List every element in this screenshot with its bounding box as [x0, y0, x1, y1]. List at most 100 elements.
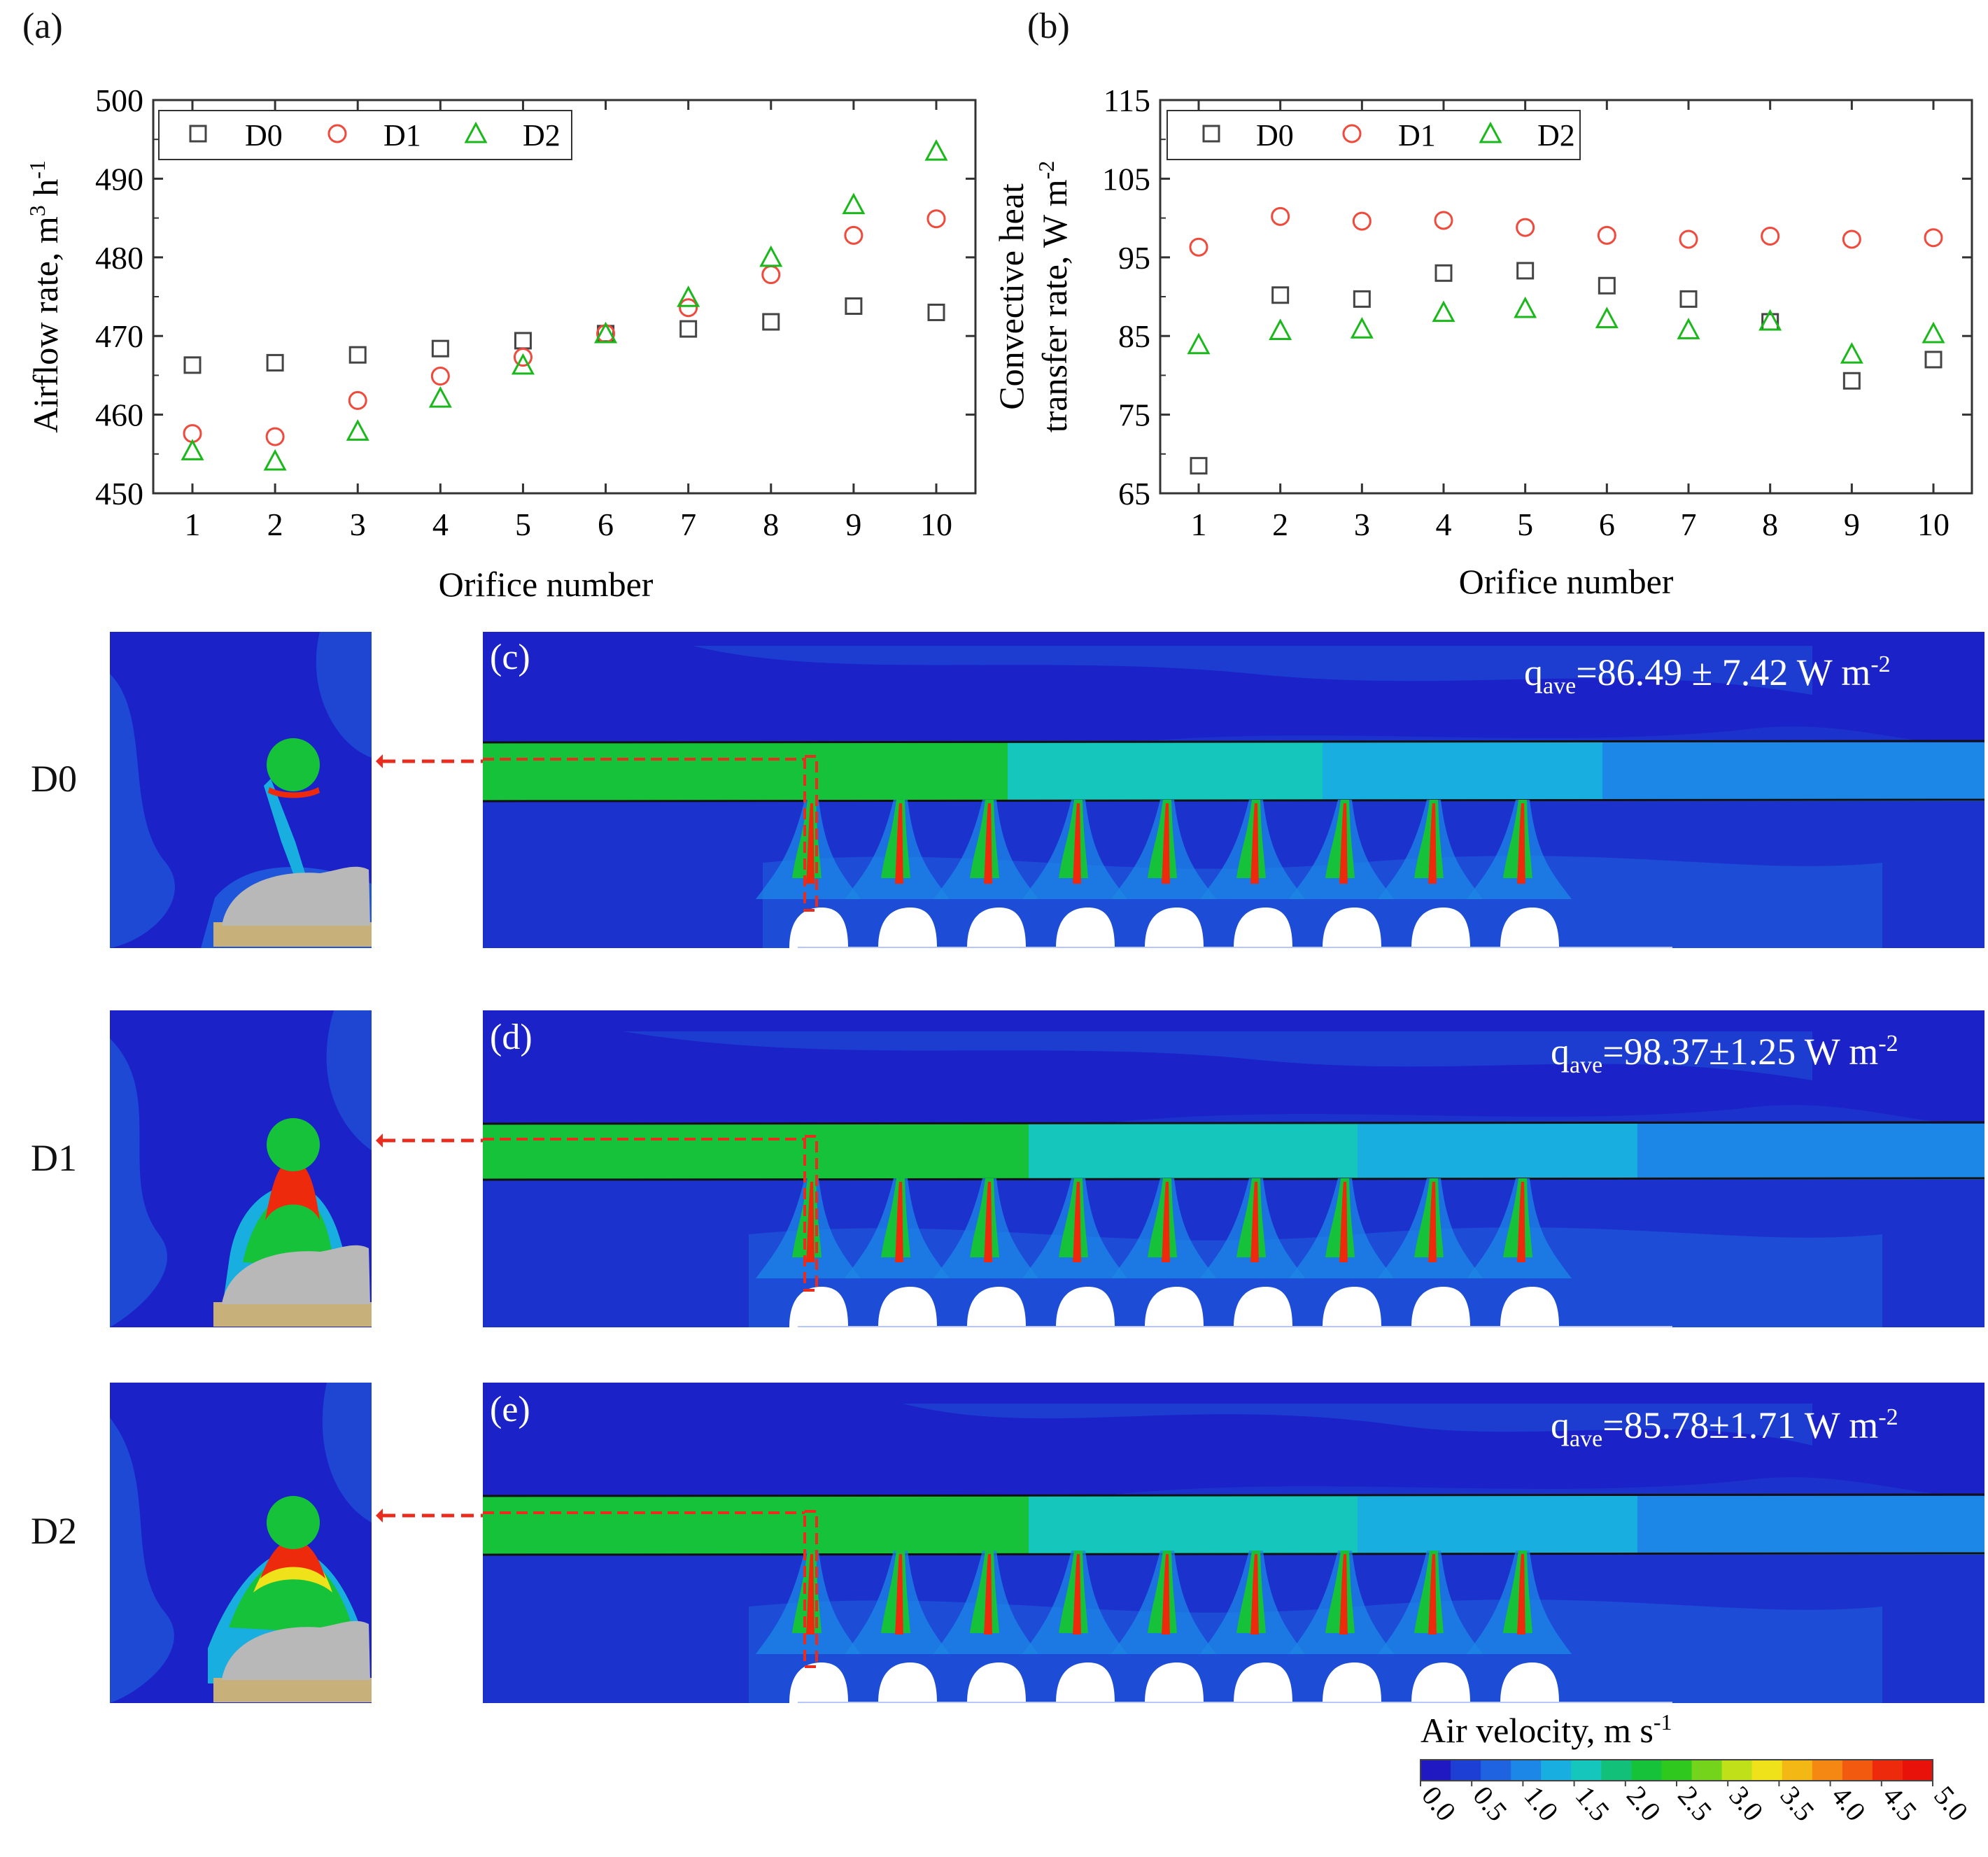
inset-d1-contour	[110, 1010, 372, 1327]
cow-cross-section	[1234, 1287, 1292, 1327]
chart-b-legend-box	[1166, 110, 1581, 160]
jet-core	[1059, 1551, 1088, 1633]
chart-a-x-axis-label: Orifice number	[439, 565, 654, 604]
cow-cross-section	[1145, 908, 1204, 948]
colorbar-tick-label: 0.5	[1467, 1780, 1514, 1827]
chart-a-legend: D0 D1 D2	[158, 110, 572, 160]
q-average-c: qave=86.49 ± 7.42 W m-2	[1524, 651, 1891, 699]
chartB-xtick-label: 1	[1191, 507, 1207, 542]
chartB-xtick-label: 9	[1844, 507, 1860, 542]
chartA-ytick-label: 470	[95, 318, 143, 354]
jet-core	[970, 1551, 999, 1633]
chartA-xtick-label: 4	[432, 507, 449, 542]
chartB-point-d2	[1432, 300, 1455, 323]
chartA-xtick-label: 3	[350, 507, 366, 542]
jet-core	[1236, 1178, 1266, 1257]
cow-cross-section	[1323, 1287, 1381, 1327]
chart-b-legend: D0 D1 D2	[1166, 110, 1581, 160]
chart-a-legend-d1-label: D1	[383, 118, 421, 153]
chartB-point-d0	[1353, 290, 1371, 308]
chart-b-legend-d1-marker	[1342, 124, 1362, 143]
jet-core	[1414, 800, 1444, 878]
cow-cross-section	[789, 1287, 848, 1327]
arrow-d1	[376, 1134, 483, 1148]
chartB-ytick-label: 65	[1118, 476, 1150, 511]
jet-core	[1503, 800, 1532, 878]
chartA-point-d1	[265, 427, 285, 446]
colorbar-swatch	[1420, 1760, 1451, 1781]
chart-b-x-axis-label: Orifice number	[1459, 562, 1674, 601]
jet-peak	[1162, 1182, 1170, 1262]
chartB-ytick-label: 105	[1102, 161, 1150, 197]
chart-a-x-ticks: 1 2 3 4 5 6 7 8 9 10	[185, 100, 952, 542]
cow-cross-section	[1056, 908, 1115, 948]
jet-peak	[1339, 1554, 1348, 1634]
cow-cross-section	[1411, 908, 1470, 948]
colorbar-swatch	[1511, 1760, 1542, 1781]
jet-core	[1148, 1178, 1177, 1257]
q-average-d: qave=98.37±1.25 W m-2	[1551, 1031, 1898, 1078]
chartA-point-d1	[926, 209, 946, 229]
colorbar-tick-label: 1.0	[1518, 1780, 1565, 1827]
chartA-point-d0	[762, 313, 780, 331]
colorbar-tick-label: 5.0	[1928, 1780, 1975, 1827]
jet-peak	[1162, 1554, 1170, 1634]
chartA-point-d0	[845, 297, 863, 315]
chartA-point-d2	[511, 353, 535, 375]
simulation-panel-e	[483, 1383, 1985, 1703]
chartA-point-d1	[348, 390, 367, 410]
colorbar-swatch	[1721, 1760, 1753, 1781]
chartB-point-d2	[1677, 318, 1700, 339]
jet-peak	[1162, 803, 1170, 884]
chartA-ytick-label: 450	[95, 476, 143, 511]
jet-peak	[895, 803, 903, 884]
chartA-point-d1	[679, 298, 698, 318]
chart-b-legend-d2-label: D2	[1537, 118, 1575, 153]
jet-peak	[1428, 1554, 1437, 1634]
chart-a-airflow-rate: 450 460 470 480 490 500 1 2 3 4 5 6 7 8 9 10 Orifice n…	[24, 83, 977, 604]
chartA-point-d2	[677, 285, 700, 307]
jet-peak	[1428, 1182, 1437, 1262]
jet-core	[881, 1178, 910, 1257]
colorbar-tick-label: 0.0	[1416, 1780, 1462, 1827]
cow-cross-section	[878, 908, 937, 948]
cow-cross-section	[789, 908, 848, 948]
chartB-point-d1	[1924, 228, 1943, 248]
chartB-point-d0	[1598, 276, 1616, 295]
cow-cross-section	[967, 1662, 1026, 1703]
chartA-point-d0	[431, 339, 449, 358]
chartB-point-d2	[1269, 318, 1292, 340]
cow-cross-section	[1145, 1287, 1204, 1327]
chartB-point-d0	[1924, 351, 1943, 369]
chartB-point-d1	[1271, 206, 1290, 226]
chart-b-y-ticks: 65 75 85 95 105 115	[1102, 83, 1972, 511]
cow-cross-section	[967, 1287, 1026, 1327]
chartB-point-d2	[1514, 296, 1537, 318]
chart-b-points	[1187, 206, 1945, 475]
jet-core	[792, 1551, 822, 1633]
chartA-ytick-label: 500	[95, 83, 143, 118]
chartB-xtick-label: 8	[1762, 507, 1778, 542]
chartA-xtick-label: 10	[920, 507, 952, 542]
chartA-xtick-label: 9	[845, 507, 861, 542]
colorbar-swatch	[1842, 1760, 1873, 1781]
colorbar-tick-label: 2.5	[1672, 1780, 1719, 1827]
jet-peak	[1073, 1182, 1081, 1262]
jet-peak	[1073, 1554, 1081, 1634]
colorbar-tick-label: 2.0	[1621, 1780, 1668, 1827]
colorbar-tick-label: 4.5	[1877, 1780, 1924, 1827]
colorbar-swatch	[1601, 1760, 1632, 1781]
chart-a-legend-d0-marker	[189, 125, 207, 143]
chartB-xtick-label: 4	[1436, 507, 1452, 542]
chartB-point-d2	[1595, 306, 1619, 329]
inset-d0-contour	[110, 632, 372, 948]
chart-a-legend-box	[158, 110, 572, 160]
jet-core	[1059, 800, 1088, 878]
chartA-point-d2	[428, 386, 452, 408]
chartB-xtick-label: 2	[1272, 507, 1288, 542]
chartA-point-d1	[513, 348, 533, 367]
chart-a-points	[181, 139, 948, 471]
colorbar-swatch	[1541, 1760, 1572, 1781]
chartB-point-d1	[1516, 218, 1535, 237]
chartB-ytick-label: 75	[1118, 397, 1150, 433]
